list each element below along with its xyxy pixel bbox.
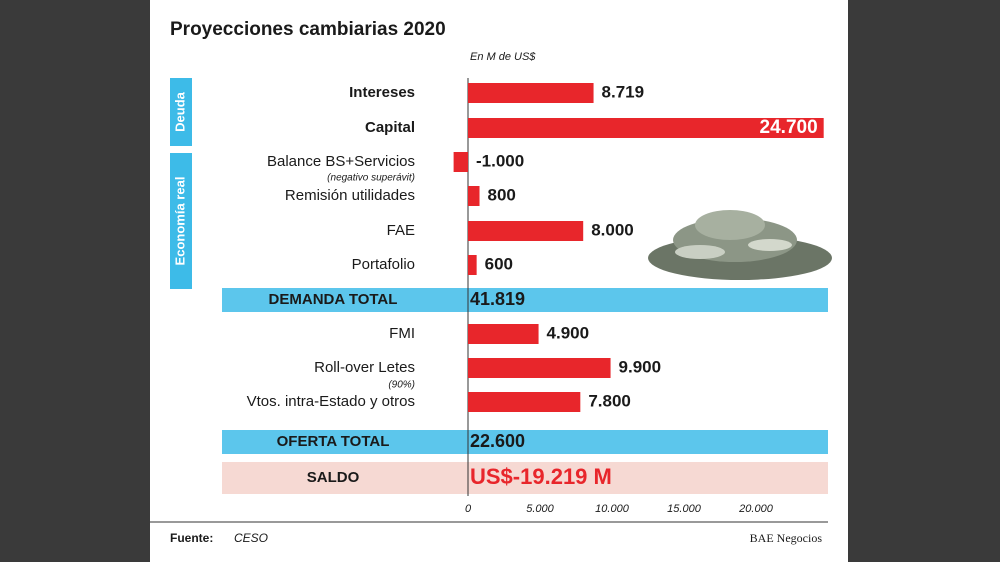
category-label: Intereses (349, 84, 415, 101)
bar (468, 221, 584, 241)
x-tick-label: 10.000 (595, 503, 630, 515)
category-label: Balance BS+Servicios (267, 153, 415, 170)
total-name: SALDO (307, 469, 360, 486)
category-label: Roll-over Letes (314, 359, 415, 376)
category-label: Portafolio (352, 256, 415, 273)
group-box (170, 78, 192, 146)
bar (468, 118, 824, 138)
chart-title: Proyecciones cambiarias 2020 (170, 19, 446, 40)
bar (468, 255, 477, 275)
x-tick-label: 5.000 (526, 503, 554, 515)
value-label: -1.000 (476, 151, 524, 170)
x-tick-label: 15.000 (667, 503, 702, 515)
total-band (222, 462, 828, 494)
value-label: 24.700 (760, 117, 818, 138)
value-label: 7.800 (588, 391, 631, 410)
x-tick-label: 20.000 (738, 503, 774, 515)
group-label: Deuda (172, 91, 187, 132)
value-label: 600 (485, 254, 513, 273)
credit: BAE Negocios (750, 531, 823, 545)
bar (468, 358, 611, 378)
bar (468, 83, 594, 103)
category-label: FMI (389, 325, 415, 342)
category-label: Remisión utilidades (285, 187, 415, 204)
category-label: Capital (365, 119, 415, 136)
total-value: US$-19.219 M (470, 464, 612, 489)
source: CESO (234, 531, 268, 545)
value-label: 8.000 (591, 220, 634, 239)
bar (468, 186, 480, 206)
category-label: Vtos. intra-Estado y otros (247, 393, 415, 410)
total-name: OFERTA TOTAL (277, 433, 390, 450)
category-label: FAE (387, 222, 415, 239)
total-value: 41.819 (470, 289, 525, 309)
value-label: 4.900 (547, 323, 590, 342)
x-tick-label: 0 (465, 503, 472, 515)
value-label: 9.900 (619, 357, 662, 376)
group-box (170, 153, 192, 289)
annotation: (negativo superávit) (327, 173, 415, 184)
source-label: Fuente: (170, 531, 213, 545)
money-pile (648, 210, 832, 280)
total-band (222, 430, 828, 454)
value-label: 800 (488, 185, 516, 204)
bar (468, 392, 581, 412)
bar (453, 152, 468, 172)
subtitle: En M de US$ (470, 51, 536, 63)
total-value: 22.600 (470, 431, 525, 451)
annotation: (90%) (388, 380, 415, 391)
total-name: DEMANDA TOTAL (269, 291, 398, 308)
value-label: 8.719 (602, 82, 645, 101)
group-label: Economía real (172, 177, 187, 266)
bar (468, 324, 539, 344)
total-band (222, 288, 828, 312)
